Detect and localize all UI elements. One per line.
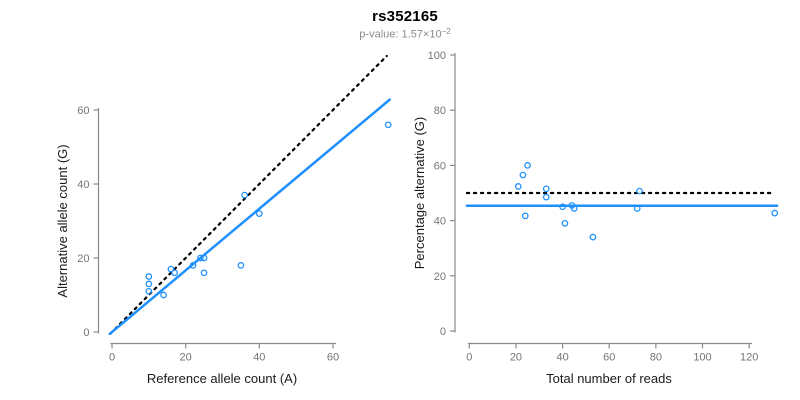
- fit-line: [108, 98, 391, 336]
- p-value-exponent: −2: [441, 27, 451, 36]
- x-tick-label: 0: [466, 352, 472, 364]
- x-tick-label: 0: [109, 352, 115, 364]
- data-point: [589, 233, 597, 241]
- data-point: [255, 210, 263, 217]
- data-point: [384, 121, 392, 129]
- x-axis-title: Total number of reads: [546, 371, 672, 386]
- data-point: [241, 191, 248, 199]
- data-point: [145, 273, 153, 280]
- y-axis-title: Alternative allele count (G): [55, 144, 70, 297]
- x-tick-label: 100: [693, 352, 711, 364]
- x-axis-title: Reference allele count (A): [147, 371, 297, 386]
- p-value-text: p-value: 1.57×10: [359, 28, 442, 41]
- x-tick-label: 60: [327, 352, 339, 364]
- data-point: [189, 262, 197, 269]
- y-tick-label: 20: [77, 253, 89, 265]
- data-point: [514, 183, 522, 190]
- data-point: [524, 162, 531, 169]
- data-point: [145, 287, 153, 295]
- data-point: [561, 220, 569, 227]
- data-point: [542, 193, 550, 201]
- data-point: [171, 269, 178, 277]
- y-tick-label: 60: [77, 105, 89, 117]
- x-tick-label: 80: [650, 352, 662, 364]
- data-point: [633, 205, 641, 212]
- y-tick-label: 20: [434, 271, 446, 283]
- data-point: [145, 280, 153, 288]
- data-point: [167, 265, 175, 273]
- identity-line: [109, 54, 388, 335]
- x-tick-label: 40: [253, 352, 265, 364]
- x-tick-label: 20: [510, 352, 522, 364]
- y-tick-label: 40: [77, 179, 89, 191]
- x-tick-label: 60: [603, 352, 615, 364]
- data-point: [542, 185, 550, 193]
- data-point: [636, 187, 643, 195]
- data-point: [519, 171, 527, 179]
- y-tick-label: 40: [434, 216, 446, 228]
- p-value-subtitle: p-value: 1.57×10−2: [0, 26, 800, 41]
- y-axis-title: Percentage alternative (G): [412, 117, 427, 269]
- x-tick-label: 20: [180, 352, 192, 364]
- y-tick-label: 80: [434, 105, 446, 117]
- y-tick-label: 60: [434, 160, 446, 172]
- plot-title: rs352165: [372, 8, 438, 25]
- y-tick-label: 0: [440, 326, 446, 338]
- y-tick-label: 0: [83, 327, 89, 339]
- data-point: [160, 291, 167, 299]
- data-point: [570, 205, 578, 212]
- data-point: [237, 262, 245, 269]
- x-tick-label: 40: [556, 352, 568, 364]
- data-point: [197, 254, 204, 262]
- x-tick-label: 120: [740, 352, 758, 364]
- data-point: [200, 269, 208, 277]
- y-tick-label: 100: [428, 50, 446, 62]
- data-point: [771, 209, 779, 217]
- data-point: [200, 254, 208, 262]
- data-point: [559, 203, 566, 211]
- data-point: [521, 212, 529, 220]
